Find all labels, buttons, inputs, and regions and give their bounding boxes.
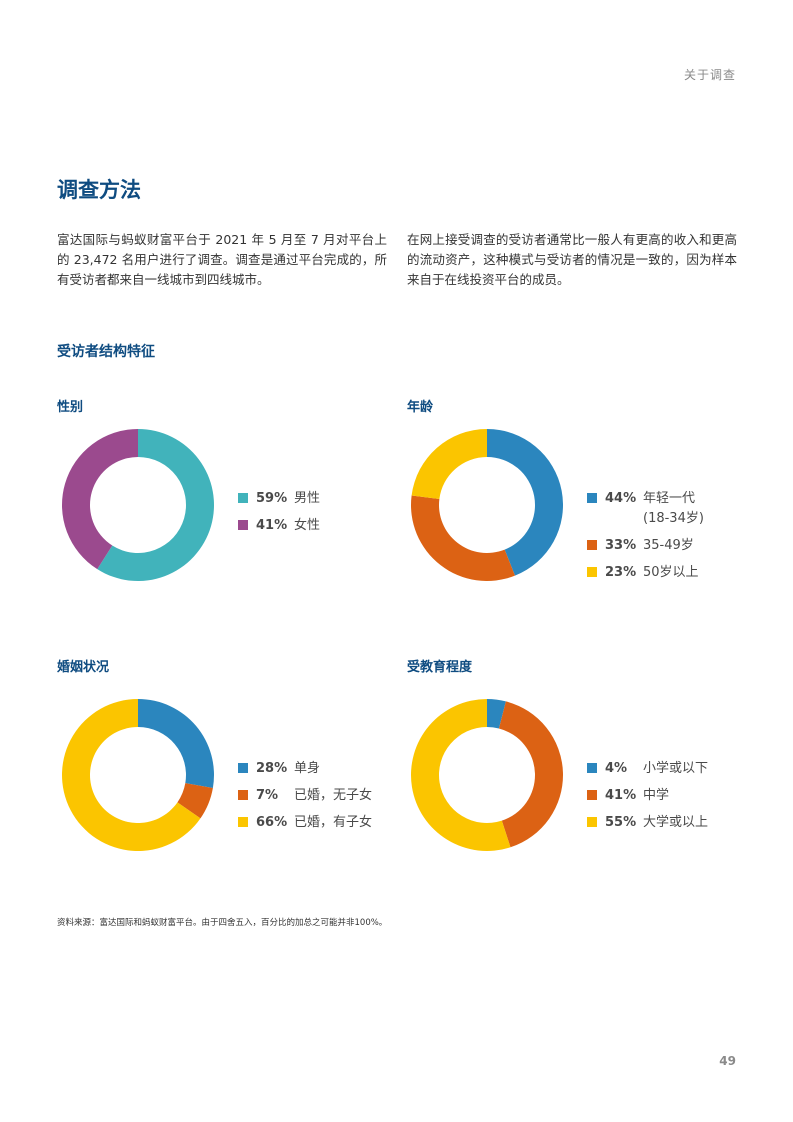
donut-chart-age (411, 429, 563, 581)
legend-label: 中学 (643, 788, 670, 803)
legend-item: 4% 小学或以下 (587, 759, 708, 779)
donut-slice-2 (498, 701, 563, 848)
donut-slice-3 (62, 699, 201, 851)
donut-chart-education (410, 699, 563, 851)
legend-item: 59% 男性 (238, 489, 320, 509)
legend-swatch (587, 566, 597, 577)
page-title: 调查方法 (57, 178, 141, 202)
legend-label: 35-49岁 (643, 538, 694, 553)
legend-swatch (238, 492, 248, 503)
legend-item: 55% 大学或以上 (587, 813, 708, 833)
intro-paragraph-right: 在网上接受调查的受访者通常比一般人有更高的收入和更高的流动资产，这种模式与受访者… (407, 232, 737, 287)
donut-slice-1 (487, 699, 506, 729)
legend-label: 已婚，无子女 (294, 788, 373, 803)
legend-label: 已婚，有子女 (294, 815, 373, 830)
chart-title-marital-status: 婚姻状况 (57, 660, 110, 675)
legend-percent: 28% (256, 761, 288, 776)
legend-percent: 44% (605, 491, 637, 506)
legend-label: 小学或以下 (643, 761, 709, 776)
legend-label: 男性 (294, 491, 321, 506)
legend-label: 年轻一代 (18-34岁) (643, 491, 704, 526)
legend-swatch (238, 519, 248, 530)
donut-slice-2 (177, 783, 213, 819)
donut-slice-1 (138, 699, 214, 788)
legend-label: 50岁以上 (643, 565, 699, 580)
legend-label: 单身 (294, 761, 321, 776)
legend-label: 女性 (294, 518, 321, 533)
legend-item: 33% 35-49岁 (587, 536, 694, 556)
legend-label: 大学或以上 (643, 815, 709, 830)
legend-percent: 41% (605, 788, 637, 803)
donut-slice-3 (411, 429, 487, 499)
legend-item: 41% 中学 (587, 786, 669, 806)
legend-swatch (587, 492, 597, 503)
legend-swatch (587, 762, 597, 773)
donut-chart-marital-status (62, 699, 214, 851)
donut-slice-3 (410, 699, 511, 851)
legend-item: 28% 单身 (238, 759, 320, 779)
donut-slice-1 (97, 429, 214, 581)
donut-slice-2 (62, 429, 138, 570)
legend-percent: 66% (256, 815, 288, 830)
legend-percent: 33% (605, 538, 637, 553)
chart-title-age: 年龄 (407, 400, 434, 415)
legend-item: 44% 年轻一代 (18-34岁) (587, 489, 704, 526)
legend-swatch (238, 816, 248, 827)
legend-item: 7% 已婚，无子女 (238, 786, 372, 806)
legend-swatch (238, 762, 248, 773)
legend-item: 23% 50岁以上 (587, 563, 699, 583)
legend-swatch (587, 789, 597, 800)
section-label: 关于调查 (683, 68, 736, 82)
donut-slice-1 (487, 429, 563, 576)
donut-chart-gender (62, 429, 214, 581)
legend-percent: 59% (256, 491, 288, 506)
intro-paragraph-left: 富达国际与蚂蚁财富平台于 2021 年 5 月至 7 月对平台上的 23,472… (57, 232, 387, 287)
chart-title-gender: 性别 (57, 400, 84, 415)
legend-swatch (587, 816, 597, 827)
chart-title-education: 受教育程度 (407, 660, 473, 675)
legend-percent: 4% (605, 761, 628, 776)
legend-percent: 23% (605, 565, 637, 580)
donut-slice-2 (411, 495, 515, 581)
legend-swatch (238, 789, 248, 800)
legend-percent: 55% (605, 815, 637, 830)
page-number: 49 (719, 1054, 736, 1068)
legend-swatch (587, 539, 597, 550)
legend-item: 66% 已婚，有子女 (238, 813, 372, 833)
legend-percent: 7% (256, 788, 279, 803)
legend-item: 41% 女性 (238, 516, 320, 536)
legend-percent: 41% (256, 518, 288, 533)
source-footnote: 资料来源：富达国际和蚂蚁财富平台。由于四舍五入，百分比的加总之可能并非100%。 (57, 918, 388, 928)
section-subheading: 受访者结构特征 (57, 344, 155, 360)
